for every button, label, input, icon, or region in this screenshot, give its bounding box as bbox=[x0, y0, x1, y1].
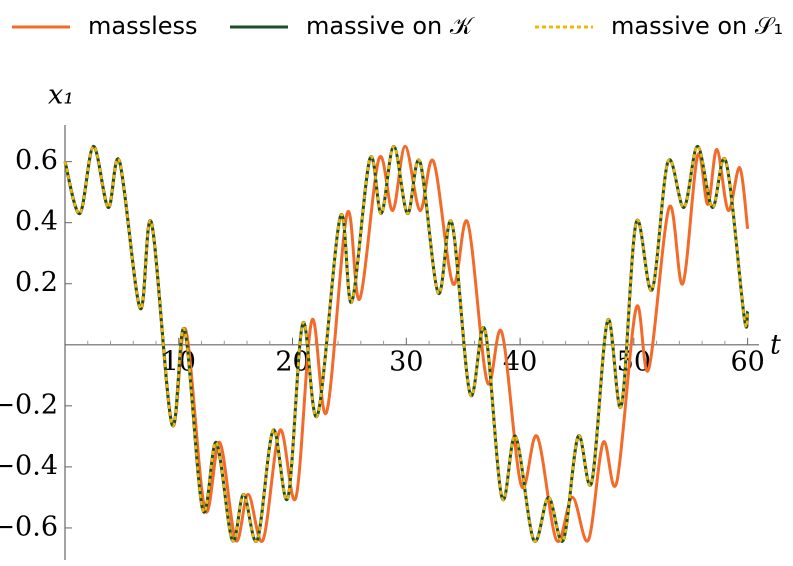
legend-label: massless bbox=[88, 12, 198, 40]
x-axis-label: t bbox=[770, 330, 781, 361]
y-tick-label: 0.4 bbox=[15, 206, 58, 237]
series-line bbox=[63, 144, 750, 543]
legend-label: massive on 𝒮₁ bbox=[611, 12, 783, 40]
y-axis-label: x₁ bbox=[48, 80, 74, 111]
y-tick-label: 0.2 bbox=[15, 267, 58, 298]
y-tick-label: −0.6 bbox=[0, 511, 58, 542]
y-tick-label: −0.2 bbox=[0, 389, 58, 420]
x-tick-label: 30 bbox=[389, 346, 423, 377]
x-tick-label: 20 bbox=[275, 346, 309, 377]
legend-label: massive on 𝒦 bbox=[306, 12, 476, 40]
x-tick-label: 60 bbox=[730, 346, 764, 377]
y-tick-label: −0.4 bbox=[0, 450, 58, 481]
y-tick-label: 0.6 bbox=[15, 145, 58, 176]
